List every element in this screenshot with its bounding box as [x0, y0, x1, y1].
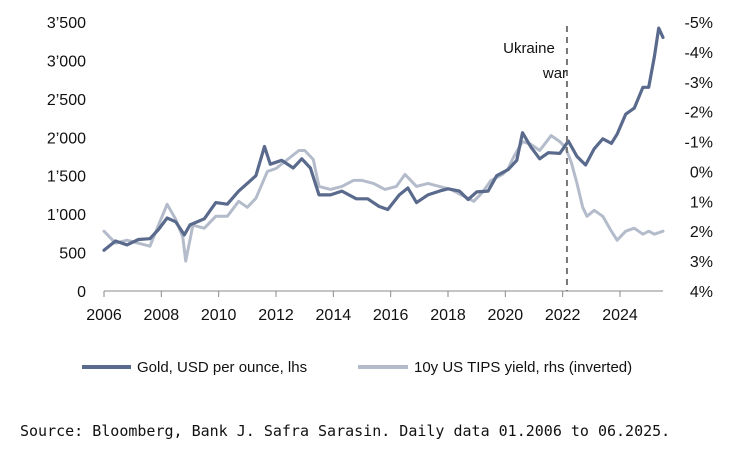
x-tick-label: 2008: [144, 307, 180, 324]
x-tick-label: 2016: [373, 307, 409, 324]
x-tick-label: 2012: [258, 307, 294, 324]
x-tick-label: 2018: [430, 307, 466, 324]
y-left-axis-ticks: 0 500 1’000 1’500 2’000 2’500 3’000 3’500: [47, 15, 86, 301]
series-line-gold: [102, 26, 665, 252]
x-tick-label: 2020: [488, 307, 524, 324]
y-left-tick-label: 2’000: [47, 130, 86, 147]
y-right-tick-label: -3%: [685, 75, 713, 92]
y-left-tick-label: 1’500: [47, 169, 86, 186]
y-right-tick-label: -2%: [685, 105, 713, 122]
y-right-tick-label: -5%: [685, 15, 713, 32]
y-left-tick-label: 0: [77, 284, 86, 301]
x-tick-label: 2022: [545, 307, 581, 324]
gold-vs-tips-chart: 2006 2008 2010 2012 2014 2016 2018 2020 2022 2024…: [47, 15, 713, 376]
y-right-tick-label: -1%: [685, 135, 713, 152]
y-left-tick-label: 3’000: [47, 53, 86, 70]
y-left-tick-label: 3’500: [47, 15, 86, 32]
legend-label-tips: 10y US TIPS yield, rhs (inverted): [414, 359, 632, 376]
y-right-tick-label: 1%: [690, 194, 713, 211]
y-right-tick-label: 4%: [690, 284, 713, 301]
ukraine-war-label-line1: Ukraine: [503, 40, 555, 57]
y-left-tick-label: 1’000: [47, 207, 86, 224]
source-note: Source: Bloomberg, Bank J. Safra Sarasin…: [20, 422, 671, 440]
y-left-tick-label: 2’500: [47, 92, 86, 109]
x-tick-label: 2010: [201, 307, 237, 324]
y-right-tick-label: 2%: [690, 224, 713, 241]
ukraine-war-label-line2: war: [542, 65, 567, 82]
x-tick-label: 2006: [86, 307, 122, 324]
x-tick-label: 2024: [602, 307, 638, 324]
x-axis-ticks: 2006 2008 2010 2012 2014 2016 2018 2020 2022 2024: [86, 291, 638, 324]
y-right-tick-label: -4%: [685, 45, 713, 62]
series-line-tips: [102, 134, 665, 263]
legend-label-gold: Gold, USD per ounce, lhs: [137, 359, 307, 376]
x-tick-label: 2014: [316, 307, 352, 324]
y-right-tick-label: 3%: [690, 254, 713, 271]
y-right-tick-label: 0%: [690, 164, 713, 181]
legend: Gold, USD per ounce, lhs 10y US TIPS yie…: [82, 359, 632, 376]
y-right-axis-ticks: -5% -4% -3% -2% -1% 0% 1% 2% 3% 4%: [685, 15, 713, 301]
y-left-tick-label: 500: [59, 246, 86, 263]
series-layer: [102, 26, 665, 263]
